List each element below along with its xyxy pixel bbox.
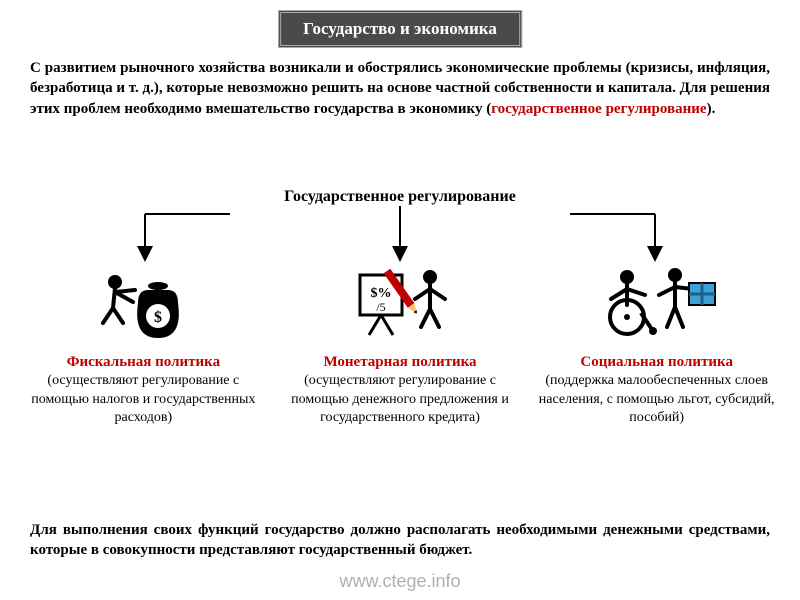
- footer-paragraph: Для выполнения своих функций государство…: [30, 520, 770, 561]
- svg-text:$%: $%: [371, 286, 392, 301]
- policy-columns: $ Фискальная политика (осуществляют регу…: [20, 265, 780, 427]
- social-desc: (поддержка малообеспеченных слоев населе…: [539, 373, 775, 425]
- watermark: www.ctege.info: [339, 571, 460, 592]
- column-monetary: $% /5 Монетарная политика (осуществляют …: [277, 265, 524, 427]
- intro-paragraph: С развитием рыночного хозяйства возникал…: [30, 58, 770, 119]
- column-fiscal: $ Фискальная политика (осуществляют регу…: [20, 265, 267, 427]
- fiscal-title: Фискальная политика: [67, 354, 221, 370]
- social-title: Социальная политика: [580, 354, 733, 370]
- intro-text-2: ).: [707, 101, 716, 117]
- svg-text:$: $: [154, 309, 162, 326]
- monetary-desc: (осуществляют регулирование с помощью де…: [291, 373, 509, 425]
- fiscal-desc: (осуществляют регулирование с помощью на…: [31, 373, 255, 425]
- fiscal-icon: $: [20, 265, 267, 345]
- column-social: Социальная политика (поддержка малообесп…: [533, 265, 780, 427]
- page-title: Государство и экономика: [278, 10, 522, 48]
- svg-text:/5: /5: [376, 300, 385, 314]
- monetary-icon: $% /5: [277, 265, 524, 345]
- subheading: Государственное регулирование: [284, 188, 516, 206]
- social-icon: [533, 265, 780, 345]
- monetary-title: Монетарная политика: [323, 354, 476, 370]
- intro-highlight: государственное регулирование: [491, 101, 706, 117]
